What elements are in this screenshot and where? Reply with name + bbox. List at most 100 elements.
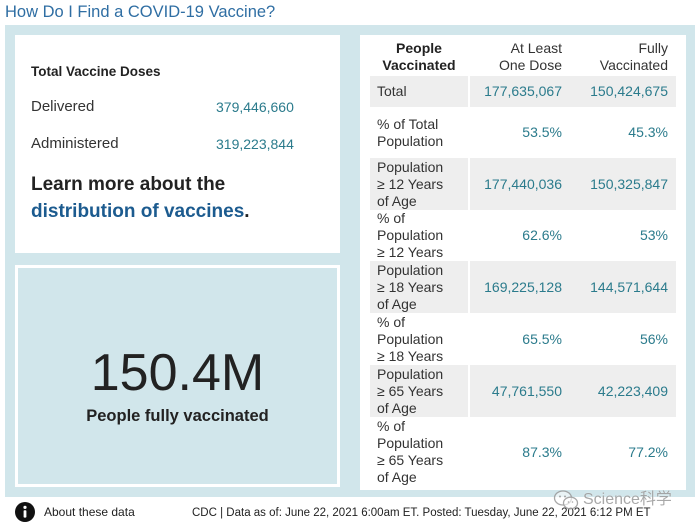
doses-administered-label: Administered bbox=[31, 135, 119, 152]
at-least-one-dose-value: 87.3% bbox=[522, 443, 562, 460]
people-vaccinated-table-card: People Vaccinated At Least One Dose Fully V… bbox=[360, 35, 686, 490]
row-label: Total bbox=[370, 76, 470, 107]
table-row: Population ≥ 12 Years of Age 177,440,036 1… bbox=[370, 158, 676, 210]
row-label-line: Population bbox=[377, 132, 444, 149]
at-least-one-dose-cell: 65.5% bbox=[470, 313, 570, 365]
row-label-line: Population bbox=[377, 365, 444, 382]
people-vaccinated-table: People Vaccinated At Least One Dose Fully V… bbox=[370, 38, 676, 487]
at-least-one-dose-cell: 169,225,128 bbox=[470, 261, 570, 313]
fully-vaccinated-value: 42,223,409 bbox=[597, 382, 668, 399]
learn-more-suffix: . bbox=[244, 201, 250, 222]
about-these-data-button[interactable]: About these data bbox=[15, 502, 145, 522]
at-least-one-dose-value: 177,635,067 bbox=[484, 83, 562, 99]
row-label-line: of Age bbox=[377, 295, 417, 312]
fully-vaccinated-cell: 77.2% bbox=[570, 417, 676, 487]
fully-vaccinated-label: People fully vaccinated bbox=[86, 407, 269, 425]
doses-heading: Total Vaccine Doses bbox=[31, 64, 161, 79]
header-fully-vaccinated: Fully Vaccinated bbox=[570, 38, 676, 76]
fully-vaccinated-value: 77.2% bbox=[628, 443, 668, 460]
total-vaccine-doses-card: Total Vaccine Doses Delivered 379,446,66… bbox=[15, 35, 340, 253]
table-row: % of Population ≥ 12 Years 62.6% 53% bbox=[370, 210, 676, 261]
row-label-line: ≥ 18 Years bbox=[377, 278, 444, 295]
header-line: One Dose bbox=[498, 57, 562, 73]
row-label-line: ≥ 12 Years bbox=[377, 175, 444, 192]
row-label-line: of Age bbox=[377, 192, 417, 209]
header-line: Fully bbox=[638, 40, 668, 56]
at-least-one-dose-value: 47,761,550 bbox=[491, 382, 562, 399]
fully-vaccinated-total: 150.4M bbox=[90, 344, 265, 402]
row-label-line: ≥ 18 Years bbox=[377, 347, 444, 364]
row-label: Population ≥ 65 Years of Age bbox=[370, 365, 470, 417]
at-least-one-dose-cell: 177,440,036 bbox=[470, 158, 570, 210]
at-least-one-dose-value: 65.5% bbox=[522, 330, 562, 347]
row-label: % of Total Population bbox=[370, 107, 470, 158]
table-row: % of Population ≥ 65 Years of Age 87.3% 77.… bbox=[370, 417, 676, 487]
distribution-of-vaccines-link[interactable]: distribution of vaccines bbox=[31, 201, 245, 222]
row-label-line: Population bbox=[377, 227, 444, 243]
learn-more-line-2: distribution of vaccines. bbox=[31, 198, 331, 225]
header-people-vaccinated: People Vaccinated bbox=[370, 38, 470, 76]
row-label: % of Population ≥ 12 Years bbox=[370, 210, 470, 261]
data-source-text: CDC | Data as of: June 22, 2021 6:00am E… bbox=[192, 507, 651, 519]
fully-vaccinated-cell: 56% bbox=[570, 313, 676, 365]
doses-delivered-row: Delivered 379,446,660 bbox=[31, 98, 331, 116]
row-label-line: ≥ 12 Years bbox=[377, 244, 444, 260]
learn-more-prefix: Learn more about the bbox=[31, 174, 226, 195]
row-label-line: % of bbox=[377, 210, 406, 226]
at-least-one-dose-value: 53.5% bbox=[522, 124, 562, 140]
row-label-line: Total bbox=[377, 83, 407, 99]
row-label-line: of Age bbox=[377, 399, 417, 416]
row-label-line: % of bbox=[377, 313, 406, 330]
row-label-line: % of Total bbox=[377, 115, 439, 132]
row-label: Population ≥ 12 Years of Age bbox=[370, 158, 470, 210]
row-label-line: of Age bbox=[377, 469, 417, 485]
at-least-one-dose-value: 177,440,036 bbox=[484, 175, 562, 192]
fully-vaccinated-cell: 45.3% bbox=[570, 107, 676, 158]
row-label-line: Population bbox=[377, 158, 444, 175]
table-row: Population ≥ 65 Years of Age 47,761,550 42… bbox=[370, 365, 676, 417]
fully-vaccinated-cell: 150,325,847 bbox=[570, 158, 676, 210]
fully-vaccinated-cell: 144,571,644 bbox=[570, 261, 676, 313]
info-icon[interactable] bbox=[15, 502, 35, 522]
fully-vaccinated-value: 56% bbox=[639, 330, 668, 347]
at-least-one-dose-cell: 177,635,067 bbox=[470, 76, 570, 107]
people-fully-vaccinated-card: 150.4M People fully vaccinated bbox=[15, 265, 340, 487]
row-label-line: Population bbox=[377, 435, 444, 451]
footer: About these data CDC | Data as of: June … bbox=[0, 497, 700, 532]
about-these-data-label[interactable]: About these data bbox=[44, 505, 135, 519]
table-header-row: People Vaccinated At Least One Dose Fully V… bbox=[370, 38, 676, 76]
table-row: % of Total Population 53.5% 45.3% bbox=[370, 107, 676, 158]
fully-vaccinated-cell: 53% bbox=[570, 210, 676, 261]
doses-delivered-label: Delivered bbox=[31, 98, 95, 115]
row-label-line: ≥ 65 Years bbox=[377, 382, 444, 399]
doses-administered-row: Administered 319,223,844 bbox=[31, 135, 331, 153]
fully-vaccinated-cell: 150,424,675 bbox=[570, 76, 676, 107]
at-least-one-dose-cell: 47,761,550 bbox=[470, 365, 570, 417]
at-least-one-dose-value: 169,225,128 bbox=[484, 278, 562, 295]
header-line: At Least bbox=[510, 40, 562, 56]
header-line: Vaccinated bbox=[599, 57, 668, 73]
doses-delivered-value: 379,446,660 bbox=[216, 99, 294, 115]
dashboard-panel: Total Vaccine Doses Delivered 379,446,66… bbox=[5, 25, 695, 497]
header-line: People bbox=[396, 40, 442, 56]
doses-administered-value: 319,223,844 bbox=[216, 136, 294, 152]
at-least-one-dose-cell: 87.3% bbox=[470, 417, 570, 487]
fully-vaccinated-value: 150,424,675 bbox=[590, 83, 668, 99]
row-label: % of Population ≥ 65 Years of Age bbox=[370, 417, 470, 487]
fully-vaccinated-value: 45.3% bbox=[628, 124, 668, 140]
table-row: Population ≥ 18 Years of Age 169,225,128 1… bbox=[370, 261, 676, 313]
at-least-one-dose-cell: 53.5% bbox=[470, 107, 570, 158]
page-title-link[interactable]: How Do I Find a COVID-19 Vaccine? bbox=[5, 3, 276, 21]
fully-vaccinated-value: 144,571,644 bbox=[590, 278, 668, 295]
header-line: Vaccinated bbox=[382, 57, 456, 73]
learn-more-text: Learn more about the distribution of vac… bbox=[31, 171, 331, 225]
row-label: % of Population ≥ 18 Years bbox=[370, 313, 470, 365]
at-least-one-dose-value: 62.6% bbox=[522, 227, 562, 243]
row-label-line: ≥ 65 Years bbox=[377, 452, 444, 468]
row-label-line: % of bbox=[377, 418, 406, 434]
fully-vaccinated-value: 150,325,847 bbox=[590, 175, 668, 192]
at-least-one-dose-cell: 62.6% bbox=[470, 210, 570, 261]
row-label-line: Population bbox=[377, 330, 444, 347]
row-label: Population ≥ 18 Years of Age bbox=[370, 261, 470, 313]
table-row: Total 177,635,067 150,424,675 bbox=[370, 76, 676, 107]
